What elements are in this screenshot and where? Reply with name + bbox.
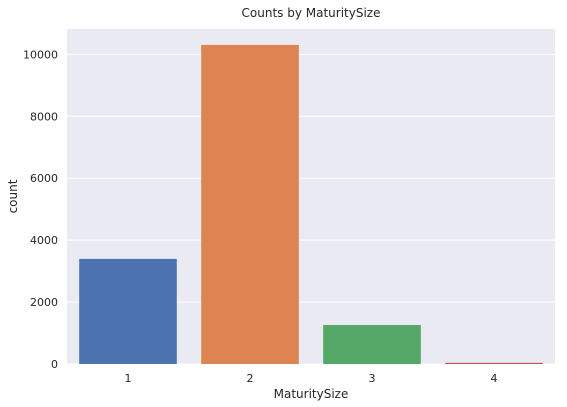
x-axis-label: MaturitySize [274, 387, 349, 401]
x-tick-label: 4 [491, 372, 498, 385]
bar-4 [445, 362, 543, 364]
y-tick-label: 8000 [30, 110, 58, 123]
y-tick-label: 6000 [30, 172, 58, 185]
y-axis-ticks: 0 2000 4000 6000 8000 10000 [23, 48, 58, 371]
bar-1 [79, 258, 177, 364]
x-tick-label: 1 [125, 372, 132, 385]
y-tick-label: 0 [51, 358, 58, 371]
y-tick-label: 10000 [23, 48, 58, 61]
y-tick-label: 2000 [30, 296, 58, 309]
x-tick-label: 2 [247, 372, 254, 385]
bars [79, 44, 543, 364]
bar-3 [323, 324, 421, 364]
y-axis-label: count [6, 179, 20, 213]
y-tick-label: 4000 [30, 234, 58, 247]
bar-2 [201, 44, 299, 364]
x-tick-label: 3 [369, 372, 376, 385]
chart-title: Counts by MaturitySize [242, 6, 381, 20]
x-axis-ticks: 1 2 3 4 [125, 372, 498, 385]
